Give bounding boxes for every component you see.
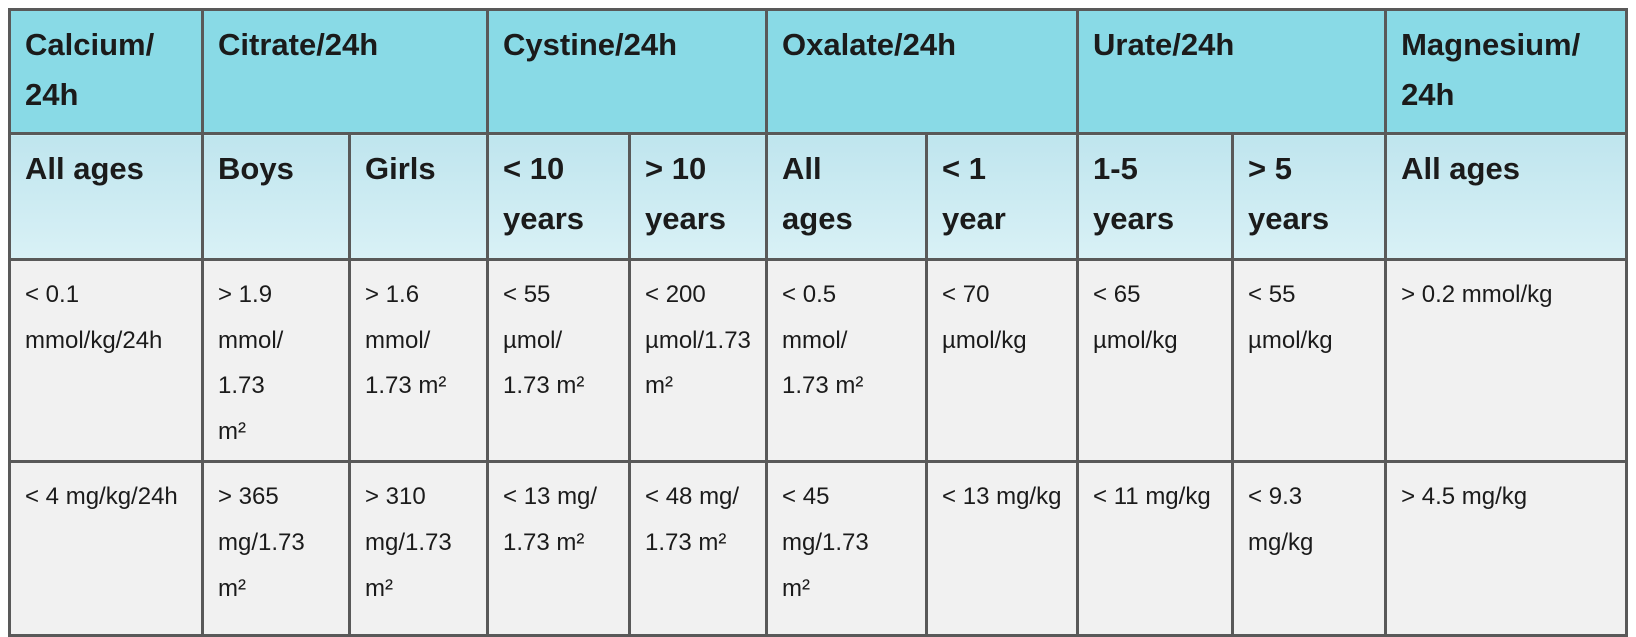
value-mg-oxalate-under-1: < 13 mg/kg <box>925 460 1080 637</box>
value-mmol-magnesium-all-ages: > 0.2 mmol/kg <box>1384 257 1629 464</box>
value-mmol-citrate-girls: > 1.6 mmol/ 1.73 m² <box>347 257 490 464</box>
subheader-cystine-under-10: < 10 years <box>486 132 632 261</box>
value-mg-urate-1-5-years: < 11 mg/kg <box>1076 460 1235 637</box>
value-mg-citrate-boys: > 365 mg/1.73 m² <box>201 460 351 637</box>
value-mg-cystine-under-10: < 13 mg/ 1.73 m² <box>486 460 632 637</box>
value-umol-cystine-over-10: < 200 µmol/1.73 m² <box>628 257 769 464</box>
group-header-row: Calcium/ 24h Citrate/24h Cystine/24h Oxa… <box>8 8 1629 135</box>
value-mg-calcium-all-ages: < 4 mg/kg/24h <box>8 460 204 637</box>
subheader-citrate-girls: Girls <box>347 132 490 261</box>
subheader-oxalate-under-1: < 1 year <box>925 132 1080 261</box>
value-umol-oxalate-under-1: < 70 µmol/kg <box>925 257 1080 464</box>
subheader-cystine-over-10: > 10 years <box>628 132 769 261</box>
subheader-urate-1-5-years: 1-5 years <box>1076 132 1235 261</box>
group-header-calcium: Calcium/ 24h <box>8 8 204 135</box>
group-header-citrate: Citrate/24h <box>200 8 490 135</box>
value-mmol-oxalate-all-ages: < 0.5 mmol/ 1.73 m² <box>765 257 929 464</box>
subheader-calcium-all-ages: All ages <box>8 132 204 261</box>
value-mg-cystine-over-10: < 48 mg/ 1.73 m² <box>628 460 769 637</box>
value-mg-citrate-girls: > 310 mg/1.73 m² <box>347 460 490 637</box>
value-mg-magnesium-all-ages: > 4.5 mg/kg <box>1384 460 1629 637</box>
group-header-urate: Urate/24h <box>1076 8 1388 135</box>
value-umol-urate-over-5-years: < 55 µmol/kg <box>1231 257 1388 464</box>
subheader-citrate-boys: Boys <box>201 132 351 261</box>
group-header-magnesium: Magnesium/ 24h <box>1384 8 1629 135</box>
subheader-urate-over-5-years: > 5 years <box>1231 132 1388 261</box>
value-umol-cystine-under-10: < 55 µmol/ 1.73 m² <box>486 257 632 464</box>
subheader-magnesium-all-ages: All ages <box>1384 132 1629 261</box>
value-mmol-citrate-boys: > 1.9 mmol/ 1.73 m² <box>201 257 351 464</box>
urine-reference-values-table: Calcium/ 24h Citrate/24h Cystine/24h Oxa… <box>8 8 1629 637</box>
value-umol-urate-1-5-years: < 65 µmol/kg <box>1076 257 1235 464</box>
group-header-oxalate: Oxalate/24h <box>765 8 1080 135</box>
value-mmol-calcium-all-ages: < 0.1 mmol/kg/24h <box>8 257 204 464</box>
table-row-molar-units: < 0.1 mmol/kg/24h > 1.9 mmol/ 1.73 m² > … <box>8 257 1629 464</box>
sub-header-row: All ages Boys Girls < 10 years > 10 year… <box>8 132 1629 261</box>
value-mg-urate-over-5-years: < 9.3 mg/kg <box>1231 460 1388 637</box>
subheader-oxalate-all-ages: All ages <box>765 132 929 261</box>
group-header-cystine: Cystine/24h <box>486 8 769 135</box>
value-mg-oxalate-all-ages: < 45 mg/1.73 m² <box>765 460 929 637</box>
table-row-mg-units: < 4 mg/kg/24h > 365 mg/1.73 m² > 310 mg/… <box>8 460 1629 637</box>
page: Calcium/ 24h Citrate/24h Cystine/24h Oxa… <box>8 8 1629 637</box>
